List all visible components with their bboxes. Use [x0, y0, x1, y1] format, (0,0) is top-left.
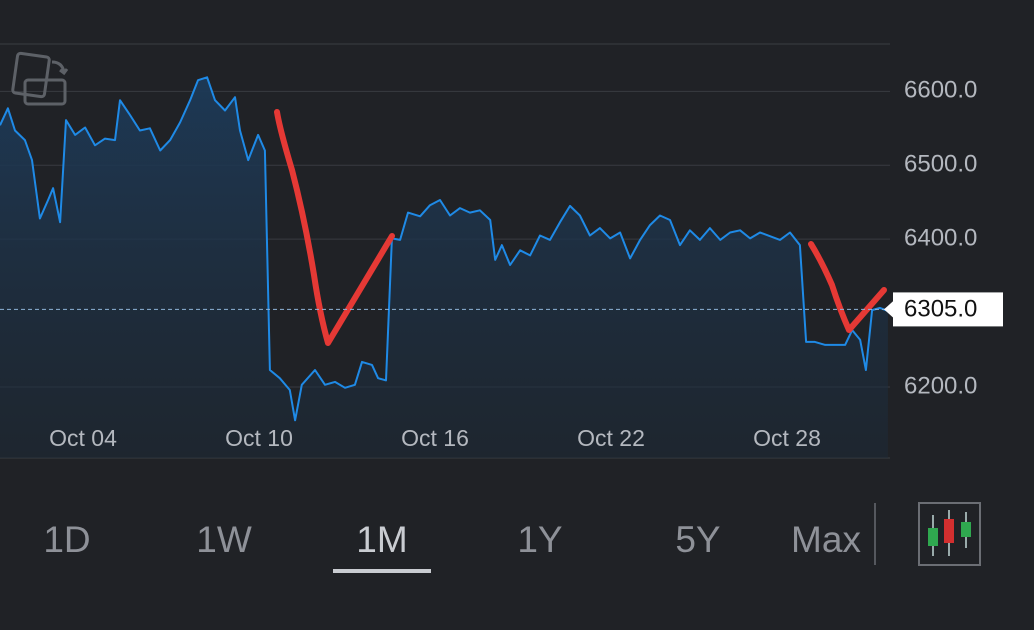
last-price-label: 6305.0: [904, 296, 977, 323]
price-line: [0, 76, 889, 422]
plot: [0, 76, 890, 459]
x-tick-label: Oct 04: [49, 425, 117, 451]
range-button[interactable]: 1D: [43, 519, 90, 560]
x-tick-label: Oct 16: [401, 425, 469, 451]
candlestick-toggle[interactable]: [918, 502, 981, 566]
annotation-stroke: [808, 241, 887, 333]
selected-underline: [333, 569, 431, 573]
range-button[interactable]: 1W: [196, 519, 252, 560]
x-tick-label: Oct 28: [753, 425, 821, 451]
range-button[interactable]: 1M: [356, 519, 407, 560]
range-button[interactable]: 5Y: [675, 519, 720, 560]
range-button[interactable]: 1Y: [517, 519, 562, 560]
range-buttons: 1D 1W 1M 1Y 5Y Max: [43, 519, 861, 573]
y-tick-label: 6600.0: [904, 77, 977, 104]
range-button[interactable]: Max: [791, 519, 861, 560]
y-tick-label: 6200.0: [904, 372, 977, 399]
x-tick-label: Oct 22: [577, 425, 645, 451]
rotate-icon[interactable]: [11, 51, 69, 106]
x-tick-label: Oct 10: [225, 425, 293, 451]
last-price-pointer: [884, 300, 894, 319]
area-fill: [0, 77, 888, 459]
y-tick-label: 6500.0: [904, 151, 977, 178]
annotation-stroke: [274, 109, 395, 346]
last-price-box: [893, 292, 1003, 327]
y-tick-label: 6400.0: [904, 225, 977, 252]
